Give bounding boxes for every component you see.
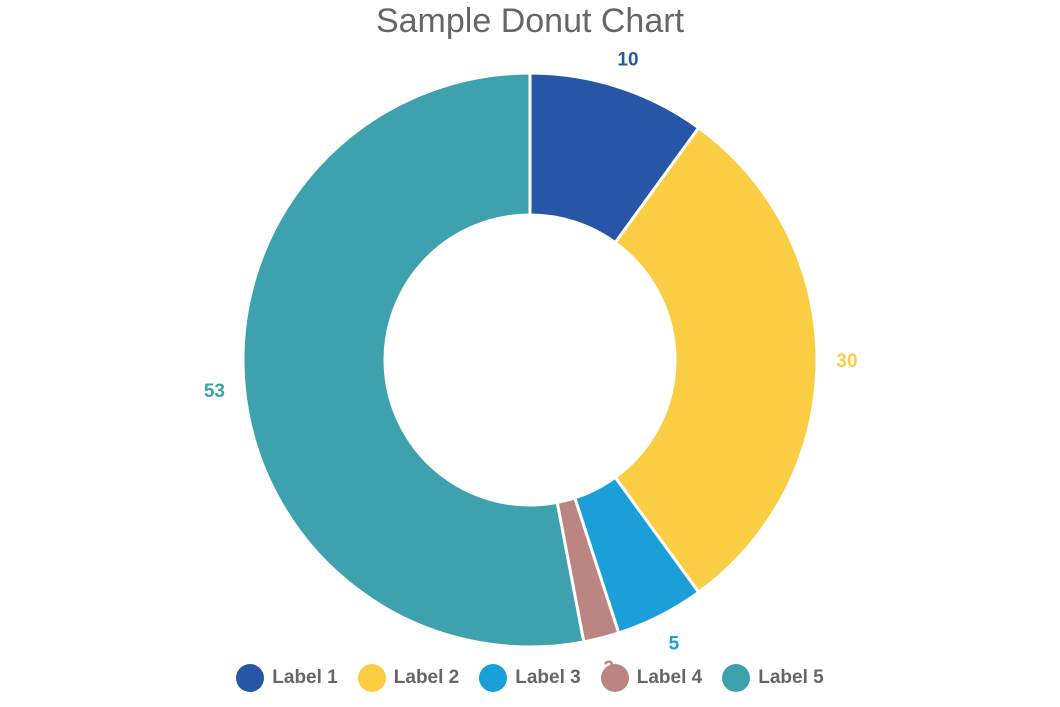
legend-label: Label 2 xyxy=(393,667,460,688)
data-label-1: 10 xyxy=(617,50,638,71)
legend-swatch-icon xyxy=(722,664,751,692)
donut-slice-2[interactable] xyxy=(613,125,819,595)
legend-item-4[interactable]: Label 4 xyxy=(600,664,703,692)
legend-item-5[interactable]: Label 5 xyxy=(722,664,824,692)
legend-item-1[interactable]: Label 1 xyxy=(236,664,338,692)
donut-slice-5[interactable] xyxy=(241,71,586,649)
legend-swatch-icon xyxy=(236,664,265,692)
legend-item-3[interactable]: Label 3 xyxy=(479,664,581,692)
legend-swatch-icon xyxy=(357,664,386,692)
legend-swatch-icon xyxy=(479,664,508,692)
legend-swatch-icon xyxy=(600,664,629,692)
chart-title: Sample Donut Chart xyxy=(375,2,685,40)
legend-label: Label 5 xyxy=(758,667,824,688)
legend-label: Label 3 xyxy=(515,667,581,688)
legend-label: Label 4 xyxy=(636,667,703,688)
donut-slices xyxy=(241,71,819,649)
data-label-5: 53 xyxy=(204,381,225,402)
data-label-3: 5 xyxy=(669,633,680,654)
data-label-2: 30 xyxy=(836,351,857,372)
legend: Label 1 Label 2 Label 3 Label 4 Label 5 xyxy=(0,664,1060,692)
legend-item-2[interactable]: Label 2 xyxy=(357,664,460,692)
legend-label: Label 1 xyxy=(272,667,338,688)
